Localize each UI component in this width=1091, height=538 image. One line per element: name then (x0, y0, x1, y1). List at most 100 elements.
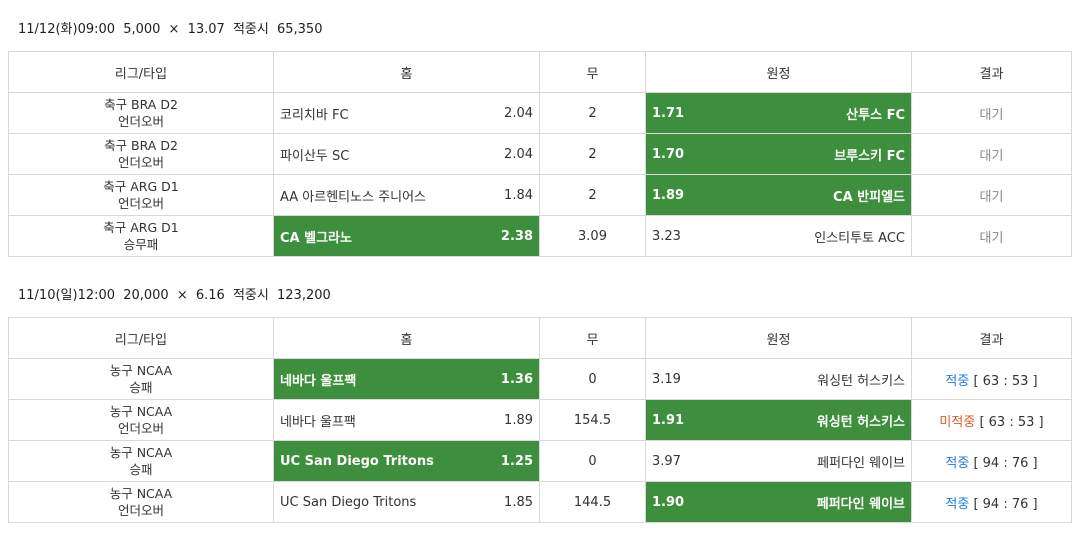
table-row: 축구 BRA D2 언더오버 코리치바 FC 2.04 2 1.71 산투스 F… (8, 92, 1072, 134)
league-name: 축구 ARG D1 (103, 179, 179, 194)
col-header-league: 리그/타입 (8, 317, 274, 359)
home-cell[interactable]: 네바다 울프팩 1.36 (273, 358, 540, 400)
col-header-result: 결과 (911, 317, 1072, 359)
home-odds: 1.85 (504, 494, 533, 510)
away-odds: 3.19 (652, 371, 681, 387)
away-cell[interactable]: 1.91 워싱턴 허스키스 (645, 399, 912, 441)
home-cell[interactable]: 파이산두 SC 2.04 (273, 133, 540, 175)
away-cell[interactable]: 1.90 페퍼다인 웨이브 (645, 481, 912, 523)
bet-type: 언더오버 (117, 196, 164, 211)
draw-cell: 2 (539, 92, 646, 134)
league-cell: 농구 NCAA 언더오버 (8, 481, 274, 523)
away-team-name: CA 반피엘드 (833, 189, 905, 205)
home-team-name: 파이산두 SC (280, 148, 350, 164)
league-cell: 축구 BRA D2 언더오버 (8, 133, 274, 175)
league-cell: 농구 NCAA 언더오버 (8, 399, 274, 441)
col-header-draw: 무 (539, 317, 646, 359)
away-odds: 1.70 (652, 146, 685, 162)
result-status: 대기 (979, 189, 1004, 205)
home-odds: 1.84 (504, 187, 533, 203)
home-odds: 1.36 (500, 371, 533, 387)
times-sign: × (176, 288, 188, 303)
result-status: 적중 (945, 455, 974, 471)
table-row: 농구 NCAA 승패 UC San Diego Tritons 1.25 0 3… (8, 440, 1072, 482)
col-header-league: 리그/타입 (8, 51, 274, 93)
col-header-home: 홈 (273, 317, 540, 359)
away-odds: 1.89 (652, 187, 685, 203)
table-row: 농구 NCAA 승패 네바다 울프팩 1.36 0 3.19 워싱턴 허스키스 … (8, 358, 1072, 400)
away-odds: 1.91 (652, 412, 685, 428)
bet-type: 언더오버 (117, 421, 164, 436)
draw-cell: 154.5 (539, 399, 646, 441)
bet-slip-2: 11/10(일)12:00 20,000 × 6.16 적중시 123,200 … (8, 284, 1072, 523)
result-cell: 대기 (911, 215, 1072, 257)
away-cell[interactable]: 3.19 워싱턴 허스키스 (645, 358, 912, 400)
league-name: 축구 BRA D2 (104, 97, 178, 112)
away-team-name: 인스티투토 ACC (814, 230, 905, 246)
away-cell[interactable]: 3.97 페퍼다인 웨이브 (645, 440, 912, 482)
home-cell[interactable]: 코리치바 FC 2.04 (273, 92, 540, 134)
home-cell[interactable]: CA 벨그라노 2.38 (273, 215, 540, 257)
col-header-away: 원정 (645, 51, 912, 93)
home-team-name: UC San Diego Tritons (280, 453, 434, 469)
home-odds: 2.04 (504, 146, 533, 162)
col-header-draw: 무 (539, 51, 646, 93)
league-name: 농구 NCAA (109, 445, 173, 460)
league-name: 축구 ARG D1 (103, 220, 179, 235)
final-score: [ 94 : 76 ] (973, 455, 1038, 471)
result-status: 대기 (979, 230, 1004, 246)
away-cell[interactable]: 1.70 브루스키 FC (645, 133, 912, 175)
away-odds: 1.71 (652, 105, 685, 121)
draw-cell: 0 (539, 440, 646, 482)
result-cell: 적중 [ 63 : 53 ] (911, 358, 1072, 400)
away-odds: 3.23 (652, 228, 681, 244)
away-team-name: 워싱턴 허스키스 (817, 373, 905, 389)
result-status: 적중 (945, 373, 974, 389)
bet-slip-1: 11/12(화)09:00 5,000 × 13.07 적중시 65,350 리… (8, 18, 1072, 257)
bet-datetime: 11/12(화)09:00 (18, 22, 116, 37)
result-cell: 대기 (911, 133, 1072, 175)
table-row: 축구 ARG D1 승무패 CA 벨그라노 2.38 3.09 3.23 인스티… (8, 215, 1072, 257)
home-cell[interactable]: UC San Diego Tritons 1.25 (273, 440, 540, 482)
bet-summary: 11/12(화)09:00 5,000 × 13.07 적중시 65,350 (8, 18, 1071, 42)
result-status: 대기 (979, 148, 1004, 164)
bet-total-odds: 6.16 (195, 288, 225, 303)
home-cell[interactable]: UC San Diego Tritons 1.85 (273, 481, 540, 523)
table-header-row: 리그/타입 홈 무 원정 결과 (8, 51, 1072, 93)
away-cell[interactable]: 3.23 인스티투토 ACC (645, 215, 912, 257)
league-cell: 축구 ARG D1 언더오버 (8, 174, 274, 216)
payout-label: 적중시 (232, 22, 269, 37)
home-cell[interactable]: 네바다 울프팩 1.89 (273, 399, 540, 441)
result-cell: 대기 (911, 174, 1072, 216)
bet-type: 언더오버 (117, 503, 164, 518)
col-header-home: 홈 (273, 51, 540, 93)
result-status: 적중 (945, 496, 974, 512)
home-team-name: AA 아르헨티노스 주니어스 (280, 189, 427, 205)
home-cell[interactable]: AA 아르헨티노스 주니어스 1.84 (273, 174, 540, 216)
bet-total-odds: 13.07 (187, 22, 225, 37)
home-team-name: 네바다 울프팩 (280, 373, 357, 389)
result-cell: 대기 (911, 92, 1072, 134)
away-cell[interactable]: 1.71 산투스 FC (645, 92, 912, 134)
draw-cell: 2 (539, 174, 646, 216)
table-row: 축구 ARG D1 언더오버 AA 아르헨티노스 주니어스 1.84 2 1.8… (8, 174, 1072, 216)
bet-type: 언더오버 (117, 114, 164, 129)
league-name: 농구 NCAA (109, 404, 173, 419)
home-odds: 2.04 (504, 105, 533, 121)
away-odds: 3.97 (652, 453, 681, 469)
draw-cell: 144.5 (539, 481, 646, 523)
home-team-name: UC San Diego Tritons (280, 494, 417, 510)
bet-table: 리그/타입 홈 무 원정 결과 농구 NCAA 승패 네바다 울프팩 1.36 … (8, 317, 1072, 523)
league-cell: 농구 NCAA 승패 (8, 358, 274, 400)
bet-datetime: 11/10(일)12:00 (18, 288, 116, 303)
home-team-name: 네바다 울프팩 (280, 414, 356, 430)
col-header-result: 결과 (911, 51, 1072, 93)
league-cell: 축구 BRA D2 언더오버 (8, 92, 274, 134)
table-row: 축구 BRA D2 언더오버 파이산두 SC 2.04 2 1.70 브루스키 … (8, 133, 1072, 175)
table-row: 농구 NCAA 언더오버 네바다 울프팩 1.89 154.5 1.91 워싱턴… (8, 399, 1072, 441)
home-odds: 2.38 (500, 228, 533, 244)
draw-cell: 2 (539, 133, 646, 175)
result-cell: 미적중 [ 63 : 53 ] (911, 399, 1072, 441)
away-cell[interactable]: 1.89 CA 반피엘드 (645, 174, 912, 216)
times-sign: × (168, 22, 180, 37)
